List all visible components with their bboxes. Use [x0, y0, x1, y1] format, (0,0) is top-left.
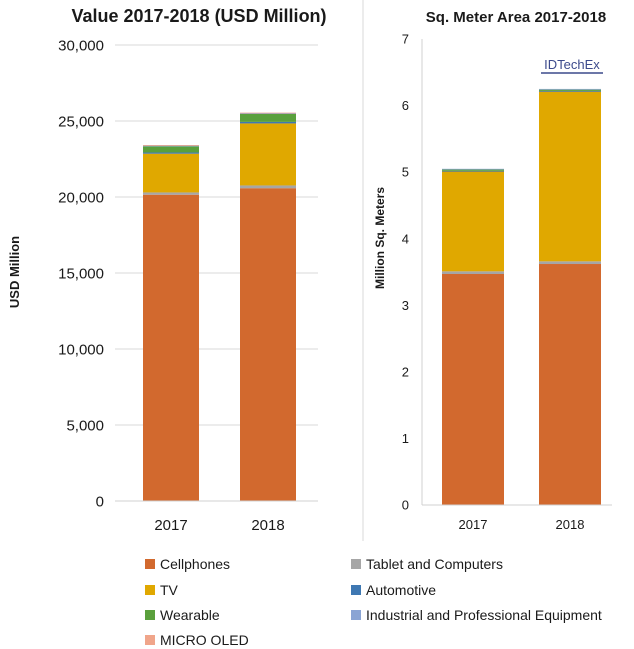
area-chart-bar-segment-automotive-2018 — [539, 90, 601, 92]
value-chart-x-ticks: 2017 2018 — [154, 517, 284, 534]
legend-swatch-micro_oled — [145, 635, 155, 645]
legend-swatch-automotive — [351, 585, 361, 595]
area-chart-bar-segment-industrial-2017 — [442, 168, 504, 170]
value-chart: Value 2017-2018 (USD Million) USD Millio… — [7, 6, 327, 534]
area-chart-title: Sq. Meter Area 2017-2018 — [426, 9, 606, 26]
area-chart-bar-segment-cellphones-2017 — [442, 273, 504, 505]
value-chart-bar-segment-micro_oled-2017 — [143, 145, 199, 146]
area-chart-bar-segment-industrial-2018 — [539, 88, 601, 90]
value-chart-bar-segment-industrial-2018 — [240, 112, 296, 115]
legend-swatch-cellphones — [145, 559, 155, 569]
value-chart-bar-segment-industrial-2017 — [143, 145, 199, 147]
legend-swatch-tv — [145, 585, 155, 595]
legend-label-micro_oled: MICRO OLED — [160, 632, 249, 648]
area-chart-bar-segment-tablet-2018 — [539, 261, 601, 265]
value-chart-y-ticks: 0 5,000 10,000 15,000 20,000 25,000 30,000 — [58, 37, 104, 510]
area-chart-bar-segment-cellphones-2018 — [539, 264, 601, 505]
legend-label-tv: TV — [160, 582, 179, 598]
value-chart-y-tick-label: 5,000 — [66, 417, 104, 434]
legend-label-industrial: Industrial and Professional Equipment — [366, 607, 602, 623]
value-chart-bar-segment-micro_oled-2018 — [240, 112, 296, 114]
chart-legend: Cellphones Tablet and Computers TV Automoti… — [145, 556, 602, 648]
value-chart-bar-segment-tv-2018 — [240, 123, 296, 186]
value-chart-bar-segment-automotive-2017 — [143, 152, 199, 154]
area-chart-y-ticks: 0 1 2 3 4 5 6 7 — [402, 32, 409, 513]
idtechex-logo: IDTechEx — [544, 57, 600, 72]
area-chart-y-tick-label: 1 — [402, 431, 409, 446]
legend-label-tablet: Tablet and Computers — [366, 556, 503, 572]
area-chart-y-tick-label: 6 — [402, 98, 409, 113]
value-chart-y-tick-label: 15,000 — [58, 265, 104, 282]
value-chart-bar-segment-wearable-2017 — [143, 146, 199, 153]
value-chart-bar-segment-cellphones-2017 — [143, 194, 199, 501]
area-chart-bar-segment-tv-2018 — [539, 91, 601, 262]
value-chart-y-tick-label: 20,000 — [58, 189, 104, 206]
value-chart-title: Value 2017-2018 (USD Million) — [71, 6, 326, 26]
value-chart-bar-segment-tablet-2017 — [143, 192, 199, 195]
area-chart-x-ticks: 2017 2018 — [459, 517, 585, 532]
value-chart-y-tick-label: 30,000 — [58, 37, 104, 54]
legend-swatch-industrial — [351, 610, 361, 620]
area-chart-bar-segment-automotive-2017 — [442, 170, 504, 172]
area-chart-y-tick-label: 0 — [402, 498, 409, 513]
legend-swatch-wearable — [145, 610, 155, 620]
legend-label-cellphones: Cellphones — [160, 556, 230, 572]
area-chart-bar-segment-wearable-2017 — [442, 169, 504, 171]
value-chart-bar-segment-tablet-2018 — [240, 185, 296, 189]
area-chart-y-tick-label: 4 — [402, 231, 409, 246]
area-chart-x-tick-label: 2018 — [556, 517, 585, 532]
area-chart-bars — [442, 88, 601, 505]
value-chart-y-tick-label: 0 — [96, 493, 104, 510]
value-chart-bar-segment-tv-2017 — [143, 153, 199, 193]
area-chart-x-tick-label: 2017 — [459, 517, 488, 532]
value-chart-bar-segment-cellphones-2018 — [240, 188, 296, 501]
area-chart-y-axis-label: Million Sq. Meters — [373, 187, 387, 289]
value-chart-bars — [143, 112, 296, 501]
area-chart-bar-segment-tv-2017 — [442, 171, 504, 272]
area-chart-y-tick-label: 7 — [402, 32, 409, 47]
value-chart-x-tick-label: 2018 — [251, 517, 284, 534]
value-chart-bar-segment-automotive-2018 — [240, 121, 296, 124]
area-chart-bar-segment-tablet-2017 — [442, 271, 504, 274]
area-chart-y-tick-label: 3 — [402, 298, 409, 313]
area-chart-y-tick-label: 5 — [402, 165, 409, 180]
area-chart: Sq. Meter Area 2017-2018 Million Sq. Met… — [373, 9, 612, 532]
legend-label-automotive: Automotive — [366, 582, 436, 598]
area-chart-y-tick-label: 2 — [402, 364, 409, 379]
value-chart-y-tick-label: 10,000 — [58, 341, 104, 358]
legend-label-wearable: Wearable — [160, 607, 220, 623]
value-chart-y-tick-label: 25,000 — [58, 113, 104, 130]
value-chart-x-tick-label: 2017 — [154, 517, 187, 534]
legend-swatch-tablet — [351, 559, 361, 569]
area-chart-bar-segment-wearable-2018 — [539, 89, 601, 91]
value-chart-bar-segment-wearable-2018 — [240, 114, 296, 122]
value-chart-y-axis-label: USD Million — [7, 236, 22, 308]
